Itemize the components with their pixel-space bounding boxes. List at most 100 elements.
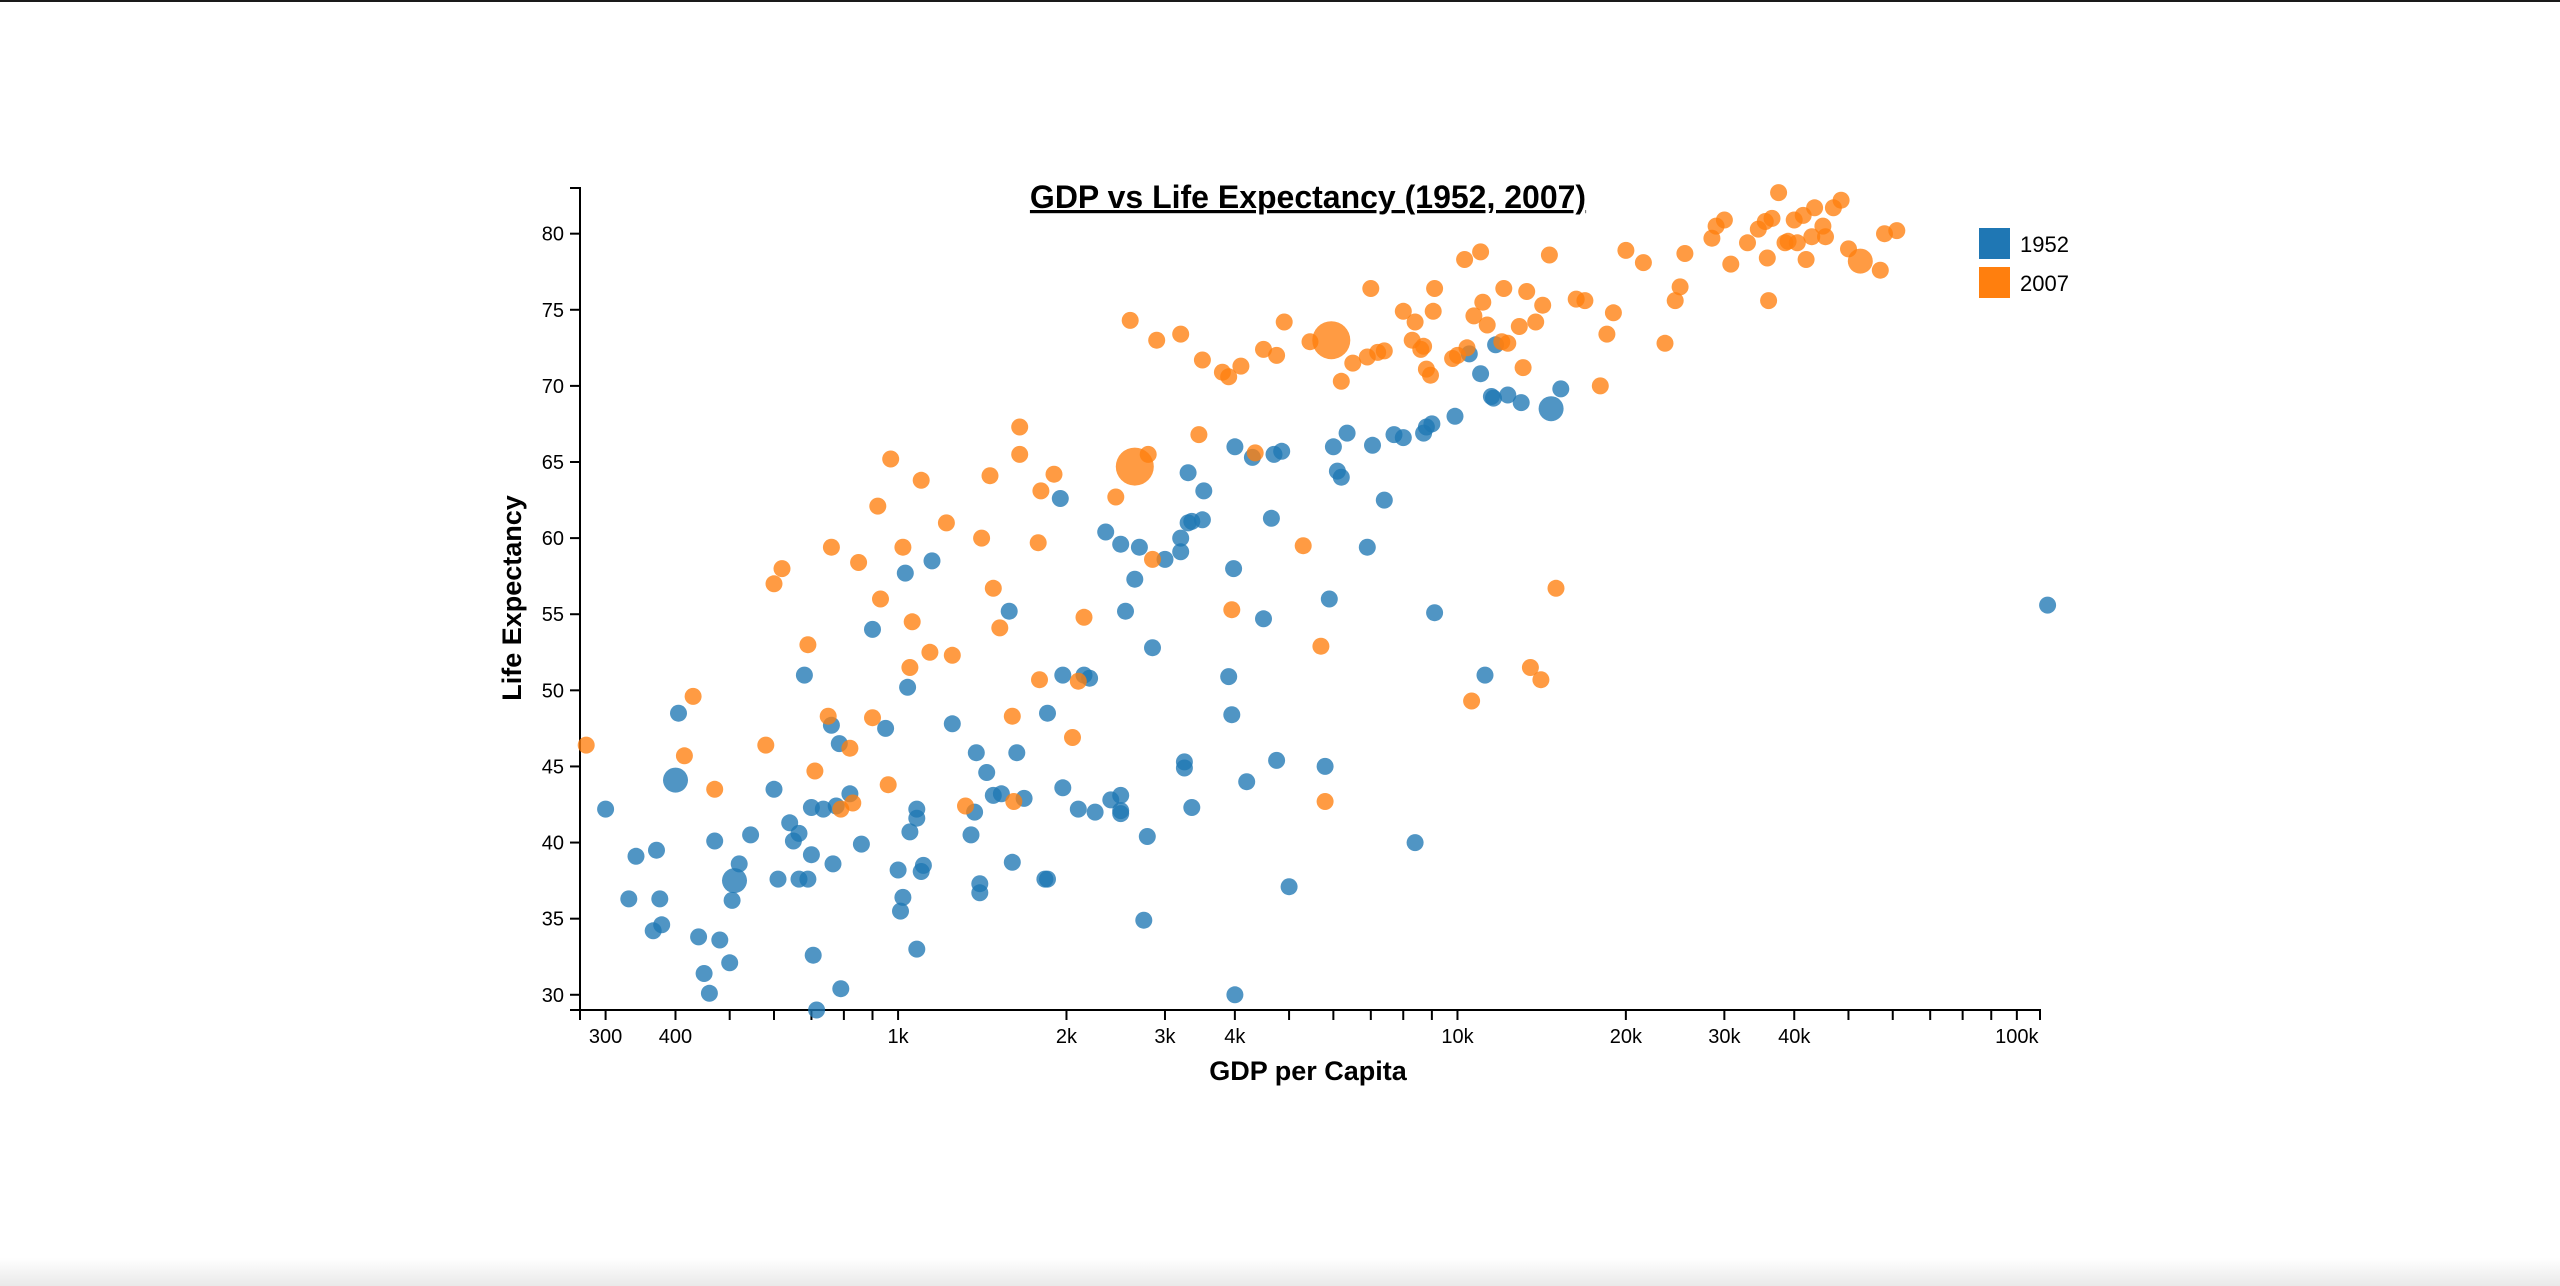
- point-2007: [1617, 241, 1635, 259]
- point-2007: [1064, 729, 1081, 746]
- point-1952: [1426, 604, 1444, 622]
- point-1952: [877, 719, 895, 737]
- point-2007: [1172, 325, 1190, 343]
- legend-swatch-1952: [1979, 228, 2010, 259]
- point-1952: [1086, 803, 1104, 821]
- point-2007: [869, 497, 887, 515]
- series-2007: [577, 184, 1906, 818]
- point-1952: [892, 902, 909, 920]
- point-2007: [819, 707, 837, 725]
- y-tick-label: 40: [542, 833, 564, 855]
- point-1952: [1225, 560, 1243, 578]
- y-axis-title: Life Expectancy: [497, 495, 527, 701]
- point-1952: [706, 832, 724, 850]
- point-2007: [937, 514, 955, 532]
- y-tick-label: 45: [542, 756, 564, 778]
- point-1952: [663, 767, 688, 793]
- point-2007: [984, 579, 1002, 597]
- point-2007: [1107, 488, 1125, 506]
- point-1952: [899, 678, 917, 696]
- point-2007: [1527, 313, 1545, 331]
- point-2007: [1478, 316, 1496, 334]
- point-1952: [799, 870, 817, 888]
- x-axis-line: [579, 1009, 2041, 1020]
- point-1952: [1226, 986, 1244, 1004]
- point-2007: [943, 646, 961, 664]
- x-tick-label: 10k: [1441, 1026, 1474, 1048]
- point-1952: [1485, 389, 1502, 407]
- point-1952: [943, 715, 961, 733]
- point-1952: [894, 888, 912, 906]
- point-1952: [1512, 394, 1530, 412]
- point-1952: [723, 891, 741, 909]
- point-1952: [653, 916, 671, 934]
- point-2007: [1715, 211, 1733, 229]
- point-1952: [1054, 666, 1072, 684]
- point-1952: [1472, 365, 1490, 383]
- point-2007: [765, 575, 783, 593]
- point-1952: [804, 946, 822, 964]
- point-2007: [1406, 313, 1424, 331]
- point-1952: [620, 890, 638, 908]
- point-2007: [1656, 334, 1674, 352]
- point-2007: [1676, 245, 1694, 262]
- point-2007: [1788, 234, 1806, 252]
- point-2007: [872, 590, 889, 608]
- point-1952: [1226, 438, 1244, 456]
- point-2007: [841, 739, 859, 757]
- point-1952: [1406, 834, 1424, 852]
- point-2007: [675, 747, 693, 765]
- y-tick-label: 35: [542, 909, 564, 931]
- point-2007: [1591, 377, 1609, 395]
- point-2007: [1190, 426, 1208, 444]
- point-1952: [978, 764, 996, 781]
- point-1952: [1193, 511, 1211, 529]
- y-tick-label: 80: [542, 224, 564, 246]
- point-1952: [1144, 639, 1161, 657]
- point-1952: [1179, 464, 1197, 482]
- point-2007: [1499, 334, 1517, 352]
- point-1952: [651, 890, 669, 908]
- point-2007: [1069, 672, 1087, 690]
- point-1952: [1117, 602, 1134, 620]
- point-2007: [1415, 337, 1433, 355]
- point-2007: [1540, 246, 1558, 264]
- point-1952: [814, 800, 832, 818]
- point-1952: [627, 847, 645, 865]
- point-2007: [1344, 354, 1362, 372]
- point-2007: [1294, 537, 1312, 555]
- x-axis-title: GDP per Capita: [1209, 1056, 1408, 1086]
- point-1952: [700, 984, 718, 1002]
- x-tick-label: 100k: [1995, 1026, 2039, 1048]
- point-1952: [1238, 773, 1256, 791]
- point-2007: [1514, 359, 1532, 377]
- point-1952: [1172, 543, 1190, 561]
- point-1952: [1138, 828, 1156, 845]
- point-1952: [1499, 386, 1517, 404]
- point-2007: [1847, 248, 1873, 274]
- point-2007: [903, 613, 921, 631]
- point-1952: [1112, 535, 1130, 553]
- point-2007: [1521, 659, 1539, 676]
- point-1952: [832, 980, 850, 998]
- window-top-border: [0, 0, 2560, 2]
- point-1952: [1358, 538, 1376, 556]
- point-2007: [1316, 793, 1334, 810]
- y-tick-label: 50: [542, 680, 564, 702]
- y-tick-label: 30: [542, 985, 564, 1007]
- point-2007: [901, 659, 919, 676]
- point-2007: [1332, 372, 1350, 390]
- y-tick-label: 65: [542, 452, 564, 474]
- point-2007: [799, 636, 817, 654]
- point-2007: [1547, 579, 1565, 597]
- point-2007: [1763, 209, 1781, 227]
- point-1952: [1126, 570, 1144, 588]
- point-2007: [991, 619, 1009, 637]
- point-2007: [1011, 418, 1029, 436]
- point-2007: [1275, 313, 1293, 331]
- point-1952: [1324, 438, 1342, 456]
- point-1952: [1054, 779, 1072, 797]
- point-1952: [971, 884, 989, 902]
- point-1952: [967, 744, 985, 762]
